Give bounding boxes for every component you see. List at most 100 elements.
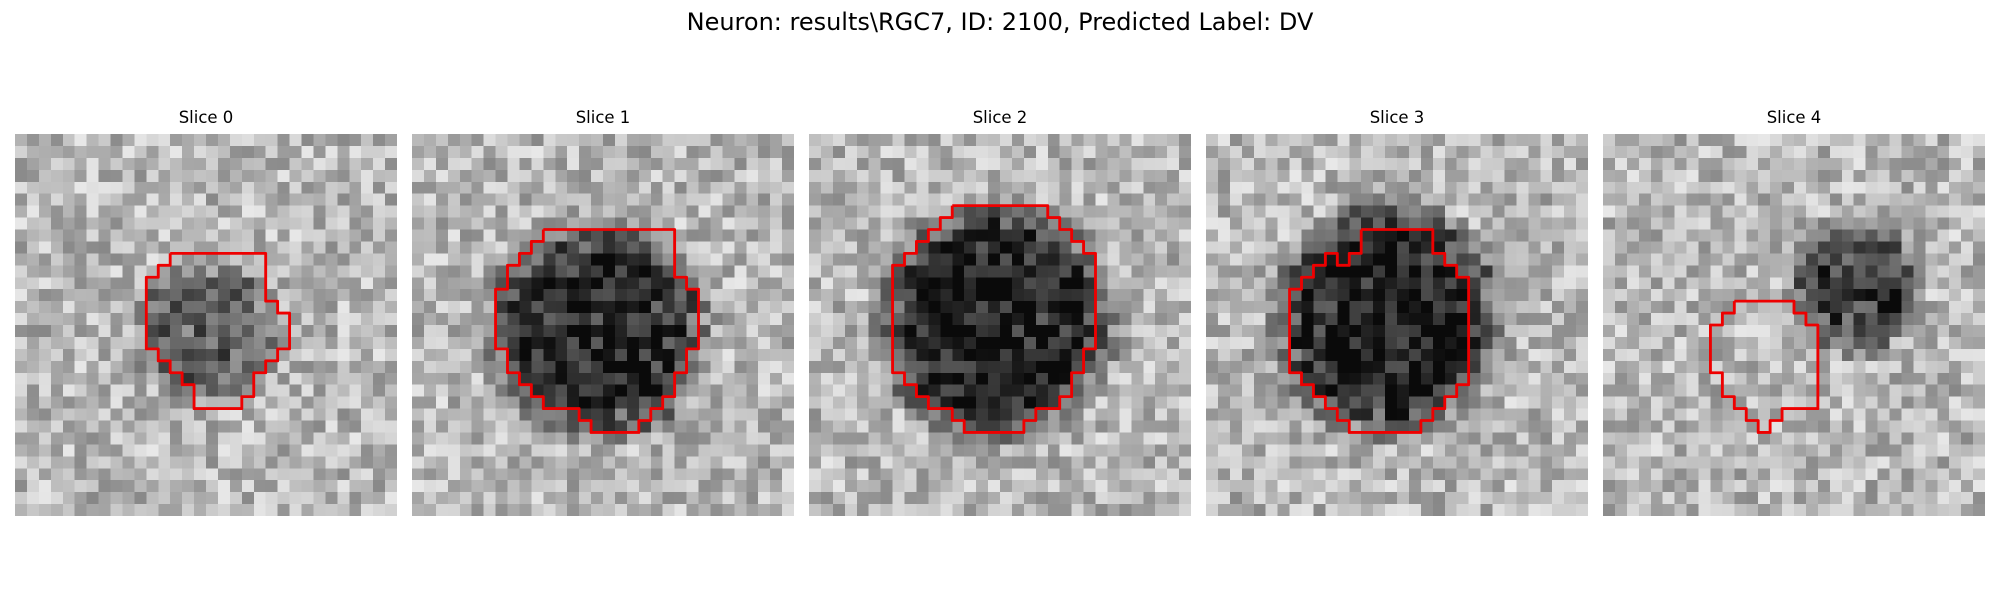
image-pixel xyxy=(1155,241,1168,254)
image-pixel xyxy=(1829,336,1842,350)
image-pixel xyxy=(1289,229,1302,242)
image-pixel xyxy=(373,480,386,493)
image-pixel xyxy=(1047,241,1060,254)
image-pixel xyxy=(1734,336,1747,350)
image-pixel xyxy=(1841,169,1854,182)
image-pixel xyxy=(15,229,28,242)
image-pixel xyxy=(74,372,87,385)
image-pixel xyxy=(698,265,711,278)
image-pixel xyxy=(543,468,556,481)
image-pixel xyxy=(892,384,905,397)
image-pixel xyxy=(1662,432,1675,445)
image-pixel xyxy=(122,408,135,421)
image-pixel xyxy=(1889,157,1902,171)
image-pixel xyxy=(1241,372,1254,385)
image-pixel xyxy=(976,456,989,469)
image-pixel xyxy=(567,253,580,266)
image-pixel xyxy=(928,134,941,147)
image-pixel xyxy=(412,325,425,338)
image-pixel xyxy=(38,277,52,290)
image-pixel xyxy=(1468,169,1481,182)
image-pixel xyxy=(579,492,592,505)
image-pixel xyxy=(1083,444,1096,457)
image-pixel xyxy=(1698,420,1711,433)
image-pixel xyxy=(1817,360,1831,373)
image-pixel xyxy=(832,134,846,147)
image-pixel xyxy=(447,277,460,290)
image-pixel xyxy=(1770,396,1783,409)
image-pixel xyxy=(361,301,374,314)
image-pixel xyxy=(241,504,254,516)
image-pixel xyxy=(1829,408,1842,421)
image-pixel xyxy=(892,396,905,409)
image-pixel xyxy=(1241,360,1254,373)
image-pixel xyxy=(698,408,711,421)
image-pixel xyxy=(1698,384,1711,397)
image-pixel xyxy=(916,289,929,302)
image-pixel xyxy=(1770,313,1783,326)
image-pixel xyxy=(1973,265,1985,278)
image-pixel xyxy=(229,157,243,171)
image-pixel xyxy=(868,169,881,182)
image-pixel xyxy=(988,134,1001,147)
image-pixel xyxy=(1349,134,1362,147)
image-pixel xyxy=(241,289,254,302)
image-pixel xyxy=(892,408,905,421)
image-pixel xyxy=(1349,265,1362,278)
image-pixel xyxy=(1614,241,1628,254)
image-pixel xyxy=(313,468,326,481)
image-pixel xyxy=(313,253,326,266)
image-pixel xyxy=(1408,372,1422,385)
image-pixel xyxy=(241,420,254,433)
image-pixel xyxy=(1782,193,1795,206)
image-pixel xyxy=(471,396,484,409)
image-pixel xyxy=(229,444,243,457)
image-pixel xyxy=(770,134,783,147)
image-pixel xyxy=(194,420,207,433)
image-pixel xyxy=(698,181,711,194)
image-pixel xyxy=(1035,241,1048,254)
image-pixel xyxy=(1206,348,1219,362)
image-pixel xyxy=(1289,432,1302,445)
image-pixel xyxy=(674,301,687,314)
image-pixel xyxy=(1277,145,1290,159)
image-pixel xyxy=(1313,193,1326,206)
image-pixel xyxy=(229,253,243,266)
image-pixel xyxy=(1865,396,1878,409)
image-pixel xyxy=(1361,301,1374,314)
image-pixel xyxy=(1516,289,1529,302)
image-pixel xyxy=(1035,169,1048,182)
image-pixel xyxy=(868,432,881,445)
image-pixel xyxy=(1337,289,1350,302)
image-pixel xyxy=(50,432,63,445)
image-pixel xyxy=(1167,134,1180,147)
image-pixel xyxy=(122,313,135,326)
image-pixel xyxy=(1059,360,1072,373)
image-pixel xyxy=(170,313,183,326)
image-pixel xyxy=(856,134,869,147)
image-pixel xyxy=(1023,480,1037,493)
image-pixel xyxy=(1071,157,1084,171)
image-pixel xyxy=(1432,134,1445,147)
image-pixel xyxy=(1552,492,1565,505)
image-pixel xyxy=(1167,253,1180,266)
image-pixel xyxy=(1143,277,1156,290)
image-pixel xyxy=(1710,253,1723,266)
image-pixel xyxy=(1059,217,1072,230)
image-pixel xyxy=(1277,301,1290,314)
image-pixel xyxy=(916,456,929,469)
image-pixel xyxy=(809,157,822,171)
image-pixel xyxy=(1710,134,1723,147)
image-pixel xyxy=(1119,313,1132,326)
image-pixel xyxy=(1155,253,1168,266)
image-pixel xyxy=(638,480,651,493)
image-pixel xyxy=(1349,325,1362,338)
image-pixel xyxy=(1576,229,1588,242)
image-pixel xyxy=(1841,134,1854,147)
image-pixel xyxy=(1313,181,1326,194)
image-pixel xyxy=(423,492,437,505)
image-pixel xyxy=(758,301,771,314)
image-pixel xyxy=(217,492,231,505)
image-pixel xyxy=(722,456,735,469)
image-pixel xyxy=(1925,348,1938,362)
